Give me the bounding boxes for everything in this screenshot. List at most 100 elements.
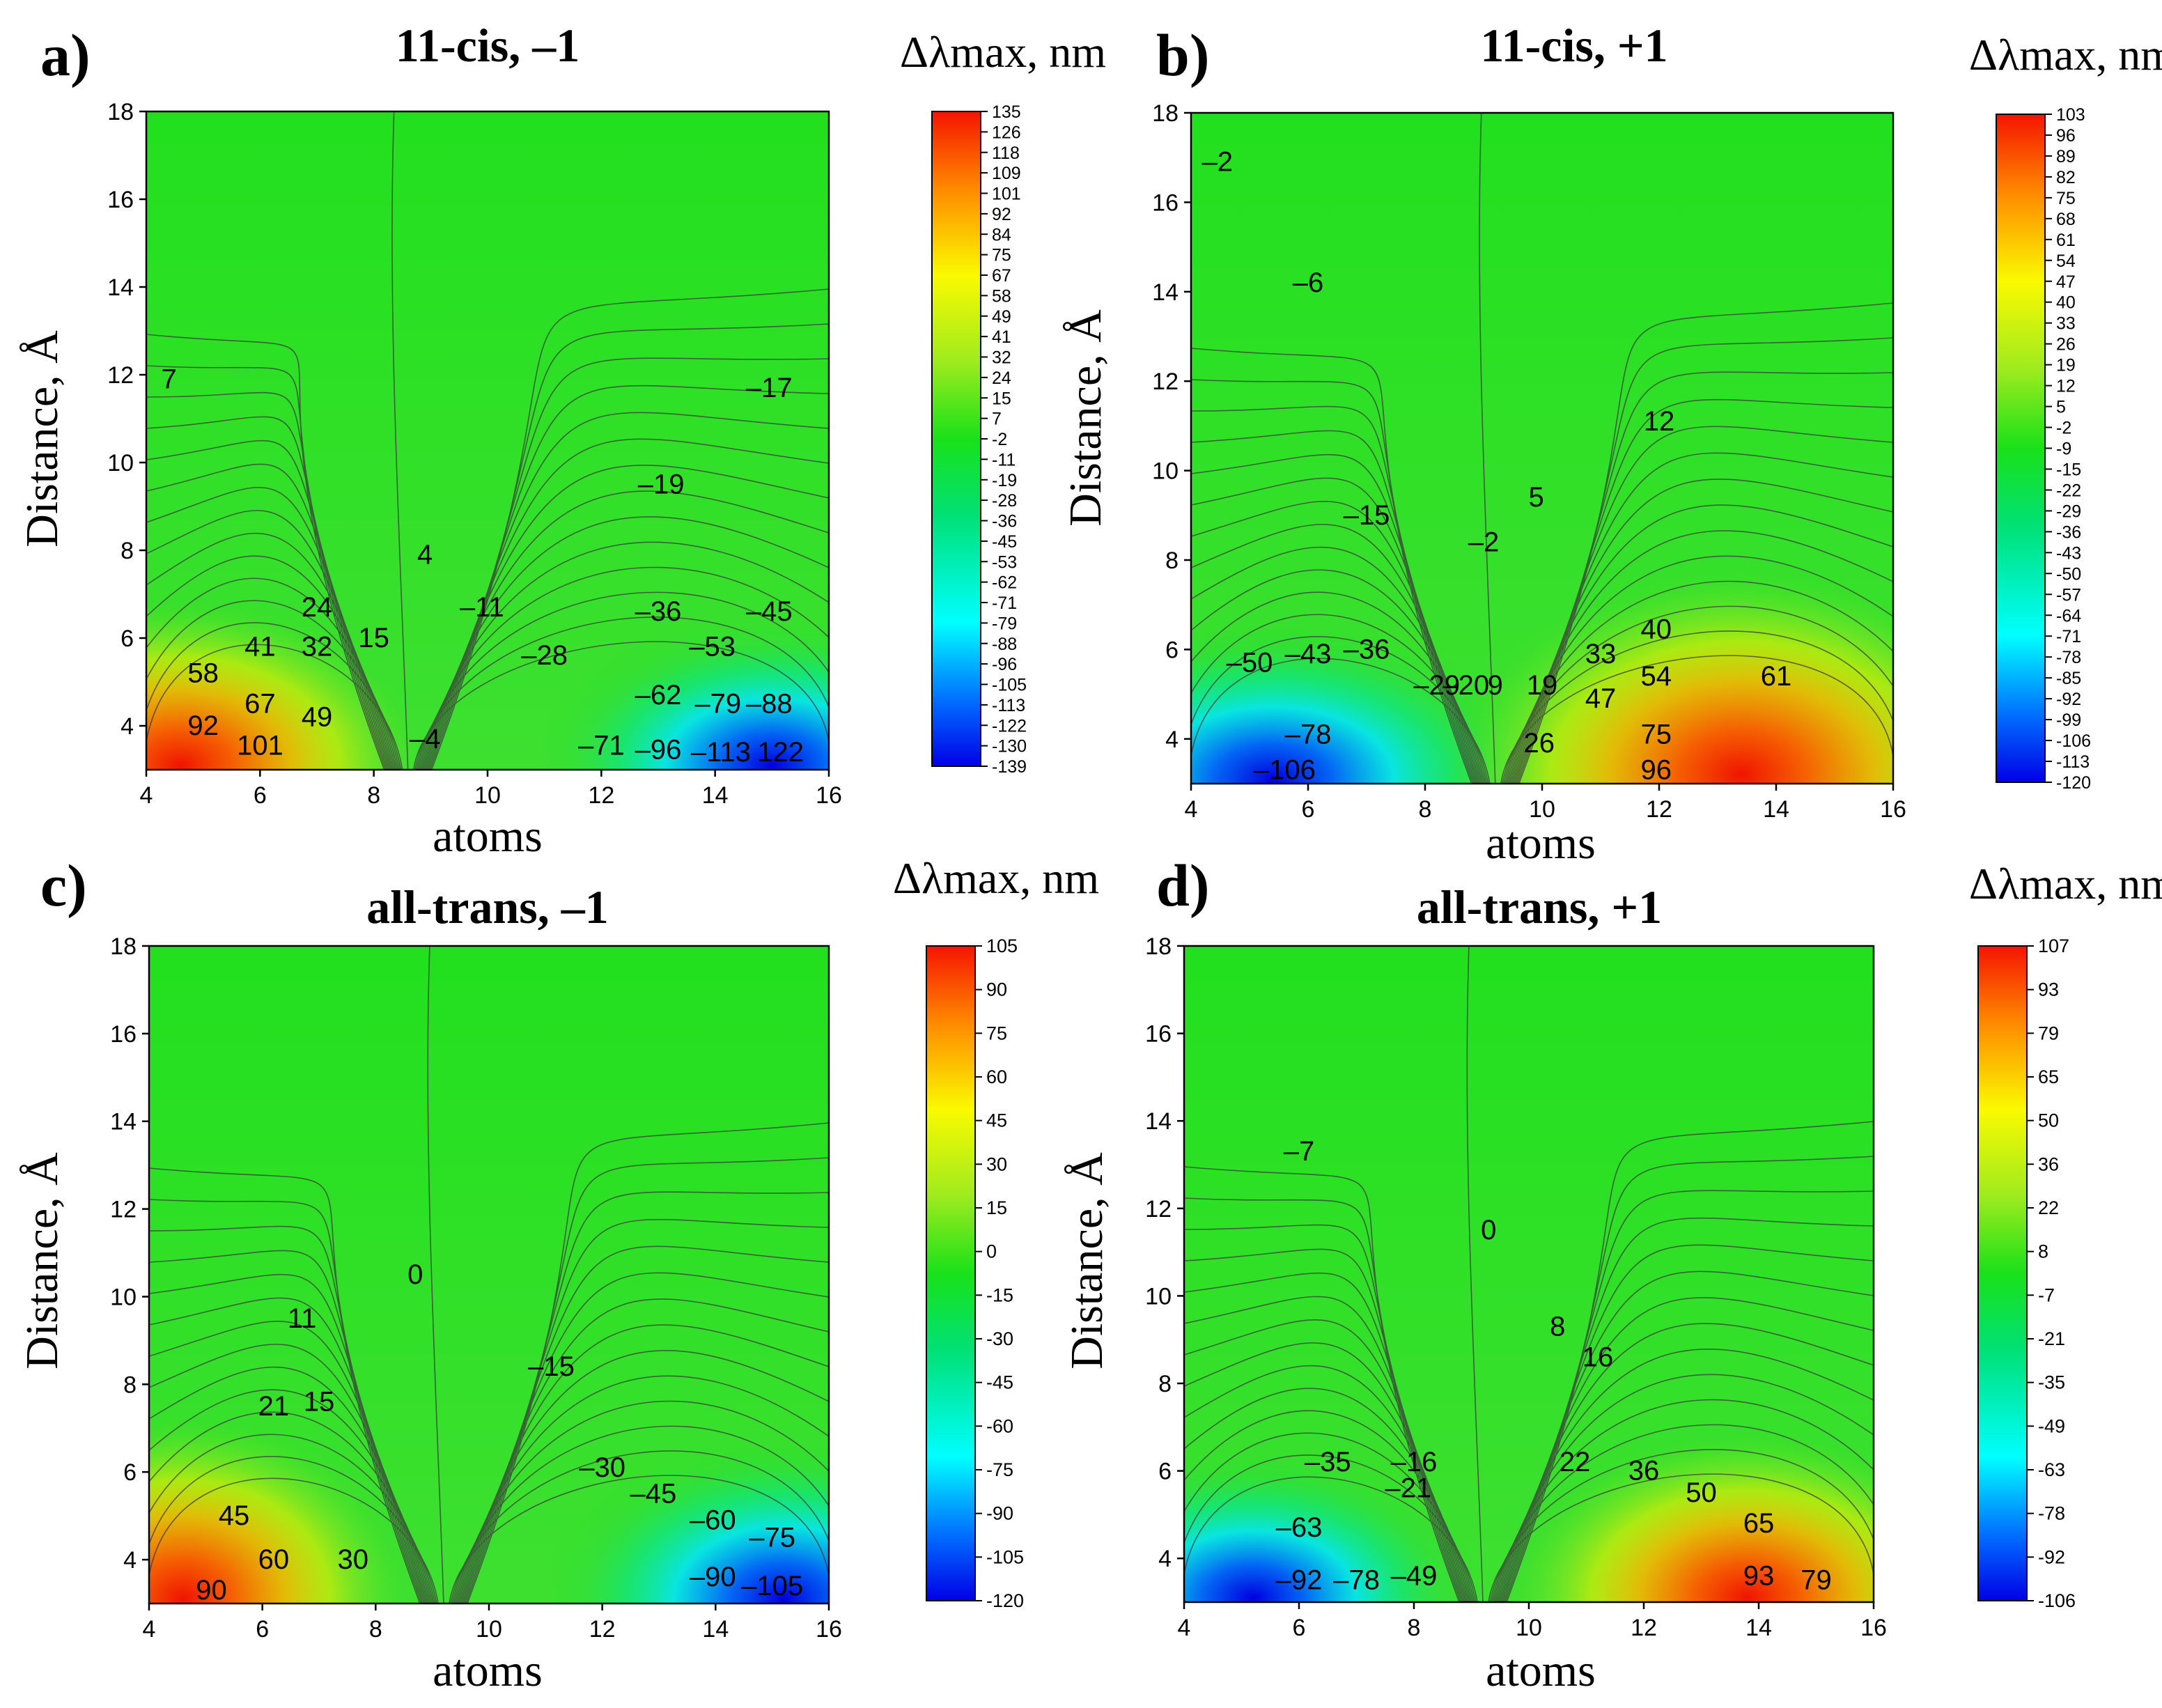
contour-line bbox=[462, 1218, 829, 1604]
contour-line bbox=[1184, 1224, 1463, 1602]
colorbar-tick-label: 26 bbox=[2056, 335, 2076, 355]
x-tick-label: 10 bbox=[474, 782, 501, 809]
colorbar-tick-label: 61 bbox=[2056, 231, 2076, 250]
colorbar-tick-label: 50 bbox=[2038, 1110, 2059, 1131]
colorbar-tick-label: -130 bbox=[992, 737, 1027, 756]
colorbar-tick-label: 19 bbox=[2056, 356, 2076, 375]
colorbar-tick-label: -2 bbox=[2056, 419, 2071, 438]
contour-label: –71 bbox=[578, 730, 625, 761]
contour-line bbox=[1184, 1342, 1470, 1602]
colorbar-title: Δλmax, nm bbox=[900, 27, 1106, 77]
y-tick-label: 18 bbox=[1145, 933, 1172, 960]
colorbar-tick-label: 33 bbox=[2056, 314, 2076, 334]
colorbar-tick-label: -15 bbox=[2056, 460, 2081, 479]
contour-label: –60 bbox=[690, 1505, 736, 1535]
x-tick-label: 8 bbox=[1408, 1615, 1421, 1641]
colorbar-tick-label: -99 bbox=[2056, 711, 2081, 730]
contour-label: 67 bbox=[244, 689, 276, 720]
colorbar-tick-label: 93 bbox=[2038, 979, 2059, 1000]
contour-line bbox=[1514, 398, 1893, 784]
colorbar-tick-label: 84 bbox=[992, 225, 1011, 244]
colorbar-tick-label: -28 bbox=[992, 491, 1017, 511]
colorbar-tick-label: -2 bbox=[992, 430, 1007, 449]
y-tick-label: 4 bbox=[1158, 1546, 1172, 1572]
colorbar-tick-label: -92 bbox=[2056, 690, 2081, 709]
contour-label: –30 bbox=[579, 1452, 625, 1483]
contour-line bbox=[149, 1225, 423, 1604]
colorbar-tick-label: 41 bbox=[992, 327, 1011, 347]
contour-line bbox=[450, 1450, 829, 1604]
colorbar-tick-label: -88 bbox=[992, 635, 1017, 654]
contour-line bbox=[146, 440, 391, 770]
contour-line bbox=[146, 510, 395, 770]
x-axis-label: atoms bbox=[433, 811, 543, 862]
x-tick-label: 8 bbox=[367, 782, 380, 809]
colorbar-tick-label: -36 bbox=[2056, 522, 2081, 542]
positive-shift-region bbox=[146, 598, 426, 770]
contour-line bbox=[426, 385, 829, 770]
panel-label: a) bbox=[40, 22, 91, 88]
colorbar-tick-label: -50 bbox=[2056, 564, 2081, 584]
colorbar-tick-label: -113 bbox=[2056, 752, 2090, 772]
contour-line bbox=[428, 357, 829, 770]
y-tick-label: 6 bbox=[120, 626, 134, 652]
contour-label: 30 bbox=[338, 1544, 369, 1575]
contour-label: 92 bbox=[187, 711, 219, 741]
panel-label: c) bbox=[40, 852, 87, 919]
panel-label: b) bbox=[1156, 22, 1209, 88]
colorbar-tick-label: -36 bbox=[992, 512, 1017, 531]
contour-line bbox=[1184, 1365, 1471, 1602]
contour-label: 11 bbox=[288, 1303, 317, 1334]
contour-line bbox=[1191, 379, 1474, 784]
colorbar-tick-label: -105 bbox=[986, 1546, 1024, 1567]
contour-label: 19 bbox=[1527, 670, 1558, 701]
x-tick-label: 12 bbox=[589, 1616, 616, 1643]
colorbar-tick-label: -62 bbox=[992, 573, 1017, 593]
y-axis-label: Distance, Å bbox=[17, 1152, 68, 1369]
contour-label: 45 bbox=[219, 1500, 250, 1531]
contour-label: –90 bbox=[690, 1562, 736, 1592]
y-tick-label: 16 bbox=[1145, 1021, 1172, 1048]
colorbar-tick-label: -105 bbox=[992, 676, 1027, 695]
colorbar-tick-label: 101 bbox=[992, 185, 1021, 204]
y-tick-label: 8 bbox=[123, 1372, 137, 1398]
y-tick-label: 10 bbox=[110, 1284, 137, 1310]
colorbar-tick-label: -22 bbox=[2056, 481, 2081, 500]
contour-label: 12 bbox=[1644, 406, 1675, 437]
contour-line bbox=[464, 1191, 829, 1604]
contour-label: –17 bbox=[746, 373, 793, 403]
contour-label: 54 bbox=[1641, 661, 1672, 692]
y-tick-label: 14 bbox=[1152, 279, 1179, 306]
contour-line bbox=[1502, 1217, 1874, 1602]
contour-lines bbox=[146, 111, 829, 770]
contour-line bbox=[1516, 371, 1893, 784]
contour-line bbox=[146, 487, 394, 770]
contour-line bbox=[149, 1273, 426, 1604]
x-tick-label: 14 bbox=[1763, 796, 1789, 823]
contour-line bbox=[1191, 477, 1479, 784]
colorbar-tick-label: 82 bbox=[2056, 168, 2076, 187]
x-tick-label: 8 bbox=[369, 1616, 382, 1643]
colorbar-tick-label: 75 bbox=[992, 246, 1011, 265]
colorbar-tick-label: 89 bbox=[2056, 147, 2076, 166]
contour-label: –45 bbox=[746, 596, 793, 627]
x-tick-label: 6 bbox=[254, 782, 267, 809]
x-tick-label: 6 bbox=[1293, 1615, 1306, 1641]
colorbar-tick-label: -53 bbox=[992, 552, 1017, 572]
contour-label: 49 bbox=[302, 701, 333, 732]
y-axis-label: Distance, Å bbox=[1061, 1152, 1112, 1369]
colorbar-tick-label: -19 bbox=[992, 471, 1017, 490]
x-tick-label: 16 bbox=[816, 1616, 842, 1643]
x-tick-label: 12 bbox=[588, 782, 614, 809]
y-tick-label: 16 bbox=[1152, 189, 1179, 216]
y-tick-label: 18 bbox=[110, 933, 137, 960]
colorbar-tick-label: -64 bbox=[2056, 606, 2081, 626]
colorbar bbox=[926, 945, 976, 1601]
colorbar-tick-label: -7 bbox=[2038, 1284, 2055, 1305]
panel-a: a) 11-cis, –1 Δλmax, nm 4 6 8 10 12 14 16 4 6 8 10 12 1… bbox=[17, 19, 1106, 862]
x-axis-label: atoms bbox=[433, 1645, 543, 1696]
panel-c: c) all-trans, –1 Δλmax, nm 4 6 8 10 12 14 16 4 6 8 10… bbox=[17, 852, 1099, 1696]
colorbar-tick-label: -113 bbox=[992, 696, 1025, 715]
colorbar-tick-label: -35 bbox=[2038, 1372, 2065, 1393]
